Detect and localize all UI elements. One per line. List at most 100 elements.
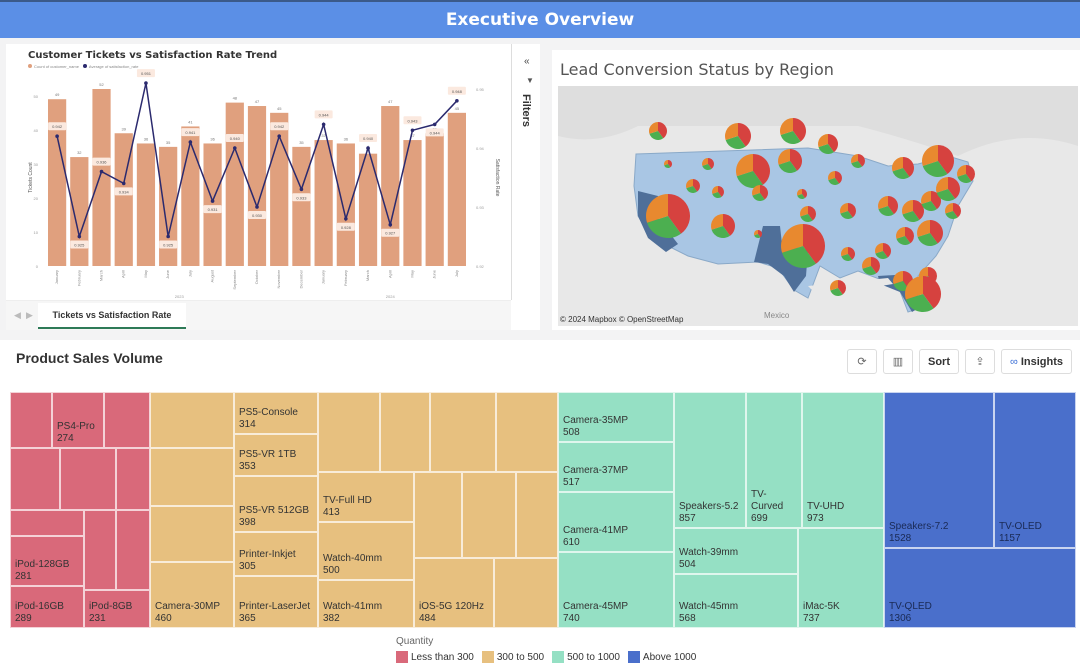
chart-type-button[interactable]: ▥: [882, 349, 913, 374]
pie-marker[interactable]: [878, 196, 898, 216]
pie-marker[interactable]: [896, 227, 914, 245]
legend-item[interactable]: Less than 300: [396, 651, 474, 663]
treemap-cell[interactable]: TV-OLED 1157: [994, 392, 1076, 548]
pie-marker[interactable]: [649, 122, 667, 140]
treemap-cell[interactable]: Speakers-7.2 1528: [884, 392, 994, 548]
pie-marker[interactable]: [646, 194, 690, 238]
treemap-cell[interactable]: [60, 448, 116, 510]
treemap-cell[interactable]: [380, 392, 430, 472]
pie-marker[interactable]: [800, 206, 816, 223]
treemap-cell[interactable]: [116, 448, 150, 510]
treemap-cell[interactable]: iPod-16GB 289: [10, 586, 84, 628]
treemap-cell[interactable]: [150, 448, 234, 506]
pie-marker[interactable]: [840, 203, 856, 219]
treemap-cell[interactable]: [150, 506, 234, 562]
treemap-cell[interactable]: Printer-Inkjet 305: [234, 532, 318, 576]
treemap-cell[interactable]: [462, 472, 516, 558]
pie-marker[interactable]: [905, 276, 941, 312]
pie-slice: [718, 186, 724, 197]
treemap-cell[interactable]: [104, 392, 150, 448]
treemap-cell[interactable]: PS5-VR 512GB 398: [234, 476, 318, 532]
legend-item[interactable]: 300 to 500: [481, 651, 544, 663]
pie-marker[interactable]: [712, 186, 724, 199]
pie-marker[interactable]: [841, 247, 855, 261]
legend-item[interactable]: 500 to 1000: [552, 651, 620, 663]
treemap-cell[interactable]: iMac-5K 737: [798, 528, 884, 628]
treemap-cell[interactable]: PS5-VR 1TB 353: [234, 434, 318, 476]
treemap-cell[interactable]: Watch-45mm 568: [674, 574, 798, 628]
pie-marker[interactable]: [818, 134, 838, 154]
treemap-cell[interactable]: [10, 392, 52, 448]
treemap-cell[interactable]: [414, 472, 462, 558]
legend-item[interactable]: Above 1000: [627, 651, 696, 663]
pie-marker[interactable]: [752, 185, 768, 202]
treemap-cell[interactable]: iOS-5G 120Hz 484: [414, 558, 494, 628]
treemap-cell[interactable]: Camera-35MP 508: [558, 392, 674, 442]
pie-marker[interactable]: [702, 158, 714, 171]
pie-marker[interactable]: [781, 224, 825, 268]
pie-marker[interactable]: [851, 154, 866, 169]
treemap-cell[interactable]: Watch-41mm 382: [318, 580, 414, 628]
treemap-cell[interactable]: Camera-37MP 517: [558, 442, 674, 492]
treemap-cell[interactable]: TV-Curved 699: [746, 392, 802, 528]
treemap-cell[interactable]: PS4-Pro 274: [52, 392, 104, 448]
collapse-icon[interactable]: «: [524, 56, 530, 67]
map-canvas[interactable]: © 2024 Mapbox © OpenStreetMap Mexico: [558, 86, 1078, 326]
pie-marker[interactable]: [902, 200, 924, 222]
pie-marker[interactable]: [945, 203, 961, 219]
treemap-cell[interactable]: [10, 448, 60, 510]
treemap-cell[interactable]: PS5-Console 314: [234, 392, 318, 434]
pie-marker[interactable]: [917, 220, 943, 246]
treemap-cell[interactable]: TV-UHD 973: [802, 392, 884, 528]
filters-pane[interactable]: « ▼ Filters: [511, 44, 540, 300]
pie-marker[interactable]: [892, 157, 914, 179]
line-label-bg: [292, 193, 311, 202]
export-button[interactable]: ⇪: [964, 349, 995, 374]
treemap-cell[interactable]: Camera-45MP 740: [558, 552, 674, 628]
treemap-cell[interactable]: Watch-40mm 500: [318, 522, 414, 580]
insights-button[interactable]: ∞ Insights: [1000, 349, 1072, 374]
treemap-cell[interactable]: TV-QLED 1306: [884, 548, 1076, 628]
map-attribution[interactable]: © 2024 Mapbox © OpenStreetMap: [560, 315, 684, 324]
treemap-cell[interactable]: [84, 510, 116, 590]
pie-marker[interactable]: [830, 280, 846, 296]
treemap-cell[interactable]: [10, 510, 84, 536]
treemap-cell[interactable]: iPod-128GB 281: [10, 536, 84, 586]
treemap-cell[interactable]: [116, 510, 150, 590]
next-tab-icon[interactable]: ▶: [26, 310, 33, 320]
tab-tickets-vs-satisfaction[interactable]: Tickets vs Satisfaction Rate: [38, 303, 186, 329]
pie-marker[interactable]: [922, 145, 954, 178]
treemap-cell[interactable]: [494, 558, 558, 628]
treemap-cell[interactable]: [430, 392, 496, 472]
treemap-cell[interactable]: Speakers-5.2 857: [674, 392, 746, 528]
pie-marker[interactable]: [736, 154, 770, 188]
treemap-cell[interactable]: [516, 472, 558, 558]
pie-marker[interactable]: [862, 257, 880, 275]
pie-marker[interactable]: [778, 149, 802, 173]
pie-marker[interactable]: [686, 179, 700, 193]
us-map[interactable]: [558, 86, 1078, 326]
pie-marker[interactable]: [664, 160, 672, 168]
refresh-button[interactable]: ⟳: [846, 349, 877, 374]
pie-marker[interactable]: [754, 230, 762, 239]
treemap-cell[interactable]: iPod-8GB 231: [84, 590, 150, 628]
treemap-cell[interactable]: Watch-39mm 504: [674, 528, 798, 574]
prev-tab-icon[interactable]: ◀: [14, 310, 21, 320]
pie-marker[interactable]: [780, 118, 806, 145]
treemap-cell[interactable]: Printer-LaserJet 365: [234, 576, 318, 628]
pie-marker[interactable]: [957, 165, 975, 183]
treemap-cell[interactable]: [150, 392, 234, 448]
treemap-cell[interactable]: [318, 392, 380, 472]
sort-button[interactable]: Sort: [918, 349, 959, 374]
treemap-cell[interactable]: Camera-41MP 610: [558, 492, 674, 552]
pie-marker[interactable]: [828, 171, 842, 186]
treemap-cell[interactable]: Camera-30MP 460: [150, 562, 234, 628]
pie-marker[interactable]: [936, 177, 960, 202]
pie-marker[interactable]: [875, 243, 891, 259]
pie-marker[interactable]: [711, 214, 735, 238]
treemap-cell[interactable]: [496, 392, 558, 472]
pie-marker[interactable]: [725, 123, 751, 149]
treemap-cell[interactable]: TV-Full HD 413: [318, 472, 414, 522]
pie-marker[interactable]: [797, 189, 807, 199]
filters-label[interactable]: Filters: [520, 94, 532, 128]
